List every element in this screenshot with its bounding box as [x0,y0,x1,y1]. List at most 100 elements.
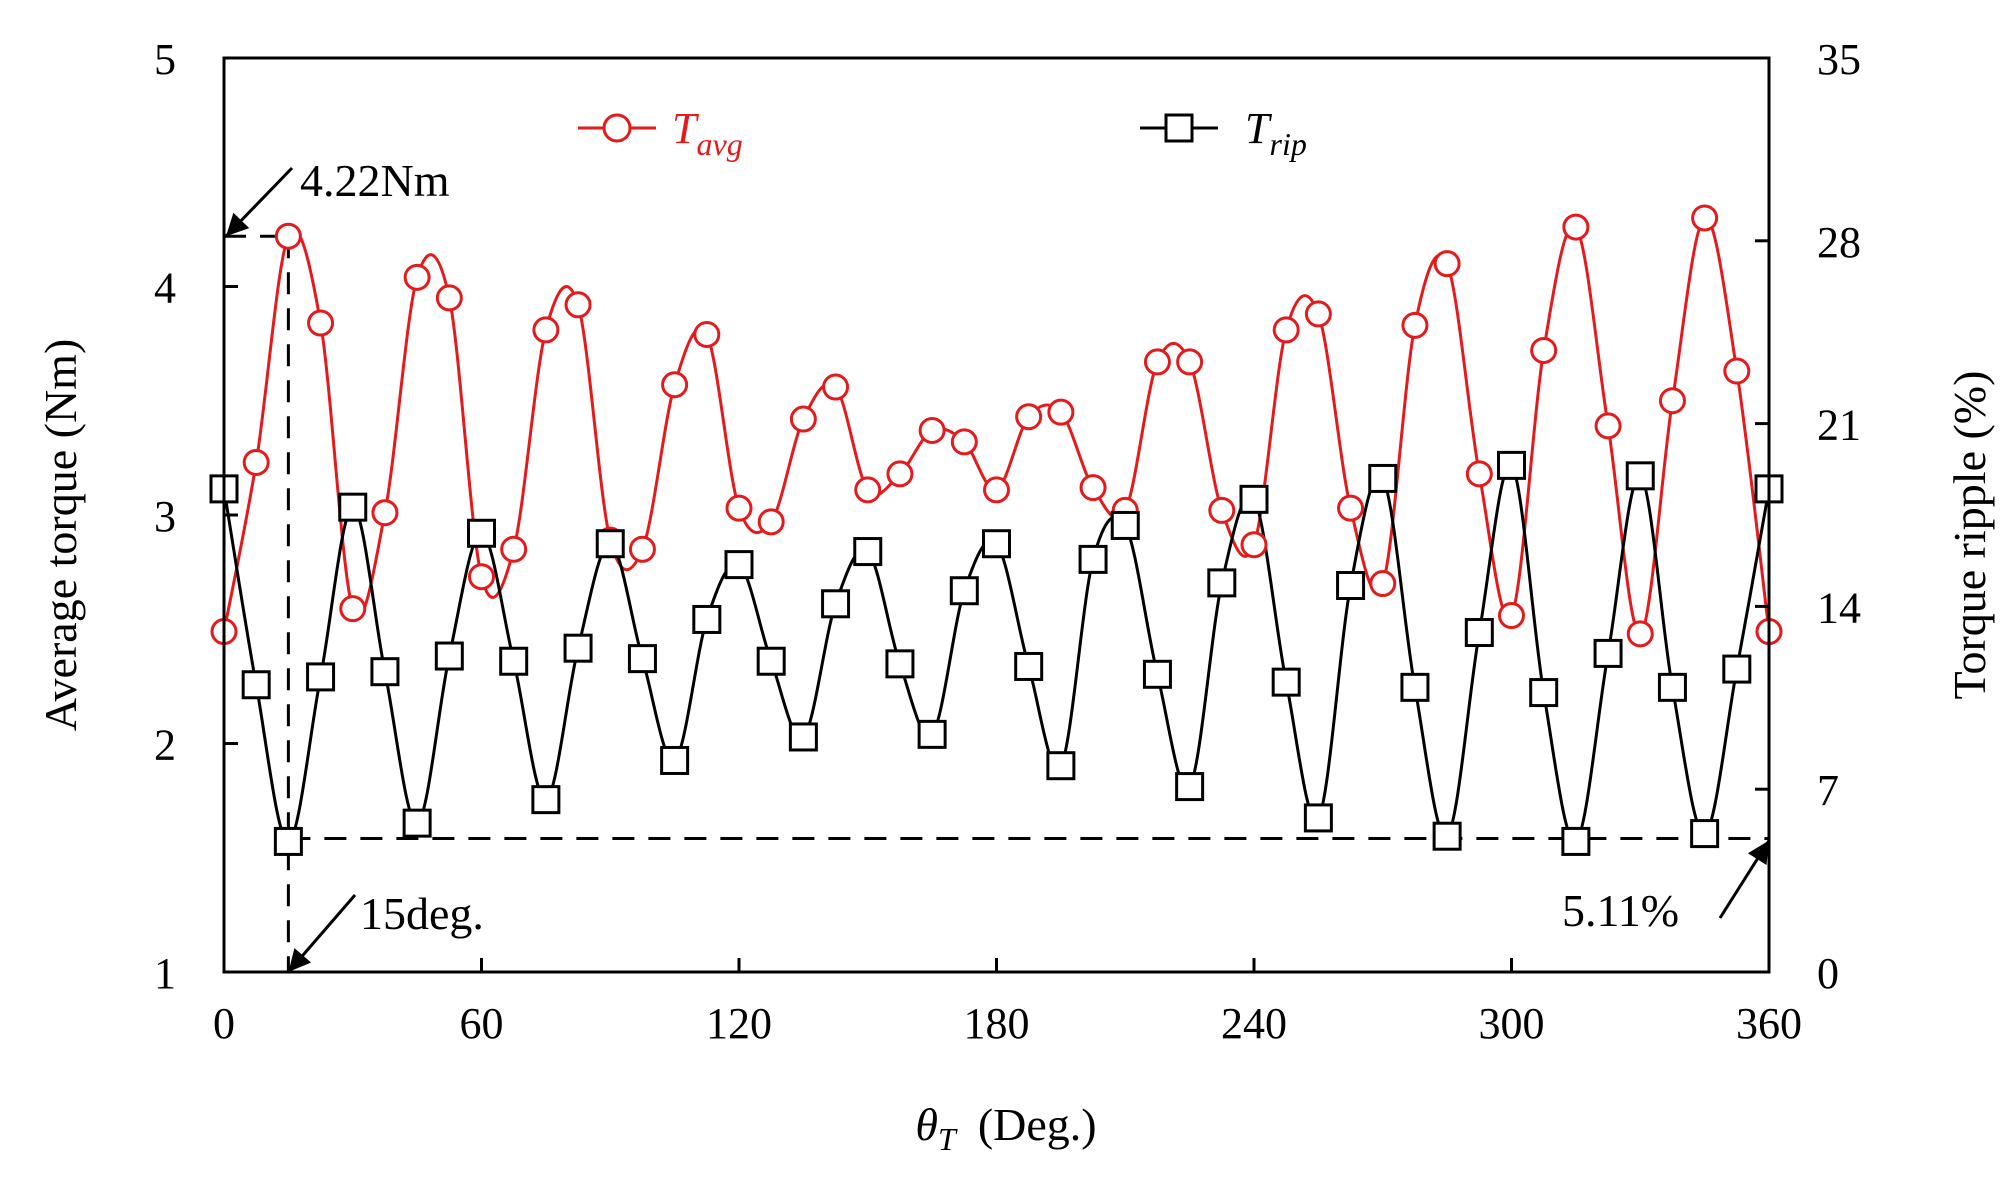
data-point-t-avg [1208,496,1236,524]
data-point-t-rip [1175,772,1205,802]
x-tick-label: 240 [1221,999,1287,1048]
data-point-t-rip [273,826,303,856]
x-axis-symbol-subscript: T [938,1121,958,1157]
data-point-t-avg [1143,348,1171,376]
data-point-t-avg [1626,620,1654,648]
data-point-t-avg [983,476,1010,504]
x-tick-label: 300 [1479,999,1545,1048]
legend: Tavg Trip [578,104,1307,162]
data-point-t-avg [1176,348,1204,376]
data-point-t-rip [949,576,979,606]
data-point-t-avg [789,405,817,433]
x-tick-label: 180 [964,999,1030,1048]
data-point-t-avg [918,416,946,444]
data-point-t-rip [531,785,561,815]
data-point-t-rip [1529,678,1559,708]
data-point-t-avg [1304,300,1332,328]
data-point-t-avg [628,535,656,563]
data-point-t-avg [403,263,431,291]
x-axis-unit: (Deg.) [978,1099,1097,1150]
data-point-t-rip [917,719,947,749]
data-point-t-rip [1078,544,1108,574]
data-point-t-rip [1368,463,1398,493]
data-point-t-avg [950,428,978,456]
data-point-t-avg [242,448,270,476]
data-point-t-avg [274,222,302,250]
data-point-t-rip [821,589,851,619]
data-point-t-avg [468,563,495,591]
data-point-t-rip [1722,654,1752,684]
data-point-t-rip [1303,803,1333,833]
data-point-t-avg [1594,412,1622,440]
y-right-tick-label: 21 [1817,401,1861,450]
data-point-t-rip [434,641,464,671]
plot-frame [222,56,1771,974]
x-axis-title: θT (Deg.) [915,1099,1096,1157]
x-axis-symbol: θ [915,1099,938,1150]
data-point-t-avg [1337,494,1365,522]
data-point-t-rip [241,670,271,700]
data-point-t-rip [1432,821,1462,851]
y-axis-left-title: Average torque (Nm) [35,339,86,732]
data-point-t-rip [1110,510,1140,540]
series-markers [209,204,1784,856]
data-point-t-avg [1240,531,1268,559]
annotation-max-torque: 4.22Nm [300,155,450,206]
annotation-arrows [224,166,1771,973]
data-point-t-rip [595,529,625,559]
y-axis-right-title: Torque ripple (%) [1944,371,1995,700]
data-point-t-rip [692,604,722,634]
data-point-t-avg [564,291,592,319]
axis-tick-labels: 0 60 120 180 240 300 360 1 2 3 4 5 0 7 14 21 28 35 [154,35,1861,1048]
y-right-tick-label: 35 [1817,35,1861,84]
data-point-t-rip [1690,819,1720,849]
y-left-tick-label: 1 [154,949,176,998]
data-point-t-rip [724,550,754,580]
data-point-t-avg [1723,357,1751,385]
y-left-tick-label: 5 [154,35,176,84]
data-point-t-avg [1079,474,1107,502]
data-point-t-rip [1625,461,1655,491]
annotation-min-ripple: 5.11% [1562,885,1679,936]
x-tick-label: 60 [460,999,504,1048]
data-point-t-avg [1272,316,1300,344]
data-point-t-rip [1207,568,1237,598]
data-point-t-avg [886,460,914,488]
data-point-t-rip [1014,651,1044,681]
data-point-t-avg [1562,213,1590,241]
y-right-tick-label: 0 [1817,949,1839,998]
data-point-t-rip [627,644,657,674]
legend-marker-t-avg [602,113,632,143]
data-point-t-avg [1433,250,1461,278]
data-point-t-avg [725,494,753,522]
data-point-t-rip [402,808,432,838]
y-right-tick-label: 14 [1817,583,1861,632]
data-point-t-rip [499,646,529,676]
arrow-angle-head [288,948,312,972]
data-point-t-avg [822,373,850,401]
data-point-t-avg [435,284,463,312]
x-tick-label: 0 [213,999,235,1048]
data-point-t-rip [1336,571,1366,601]
data-point-t-rip [1657,672,1687,702]
legend-item-t-rip: Trip [1140,104,1307,162]
arrow-max-torque-head [226,212,250,237]
data-point-t-rip [467,518,496,548]
legend-label-t-rip: Trip [1245,104,1307,162]
data-point-t-avg [1658,387,1686,415]
data-point-t-rip [853,537,883,567]
data-point-t-rip [1561,826,1591,856]
data-point-t-rip [306,662,336,692]
data-point-t-rip [1497,450,1526,480]
data-point-t-rip [1400,672,1430,702]
x-tick-label: 120 [706,999,772,1048]
data-point-t-rip [1271,667,1301,697]
legend-item-t-avg: Tavg [578,104,743,162]
data-point-t-avg [371,499,399,527]
y-left-tick-label: 4 [154,264,176,313]
data-point-t-rip [1593,638,1623,668]
data-point-t-rip [370,657,400,687]
data-point-t-avg [661,371,689,399]
data-point-t-avg [307,309,335,337]
